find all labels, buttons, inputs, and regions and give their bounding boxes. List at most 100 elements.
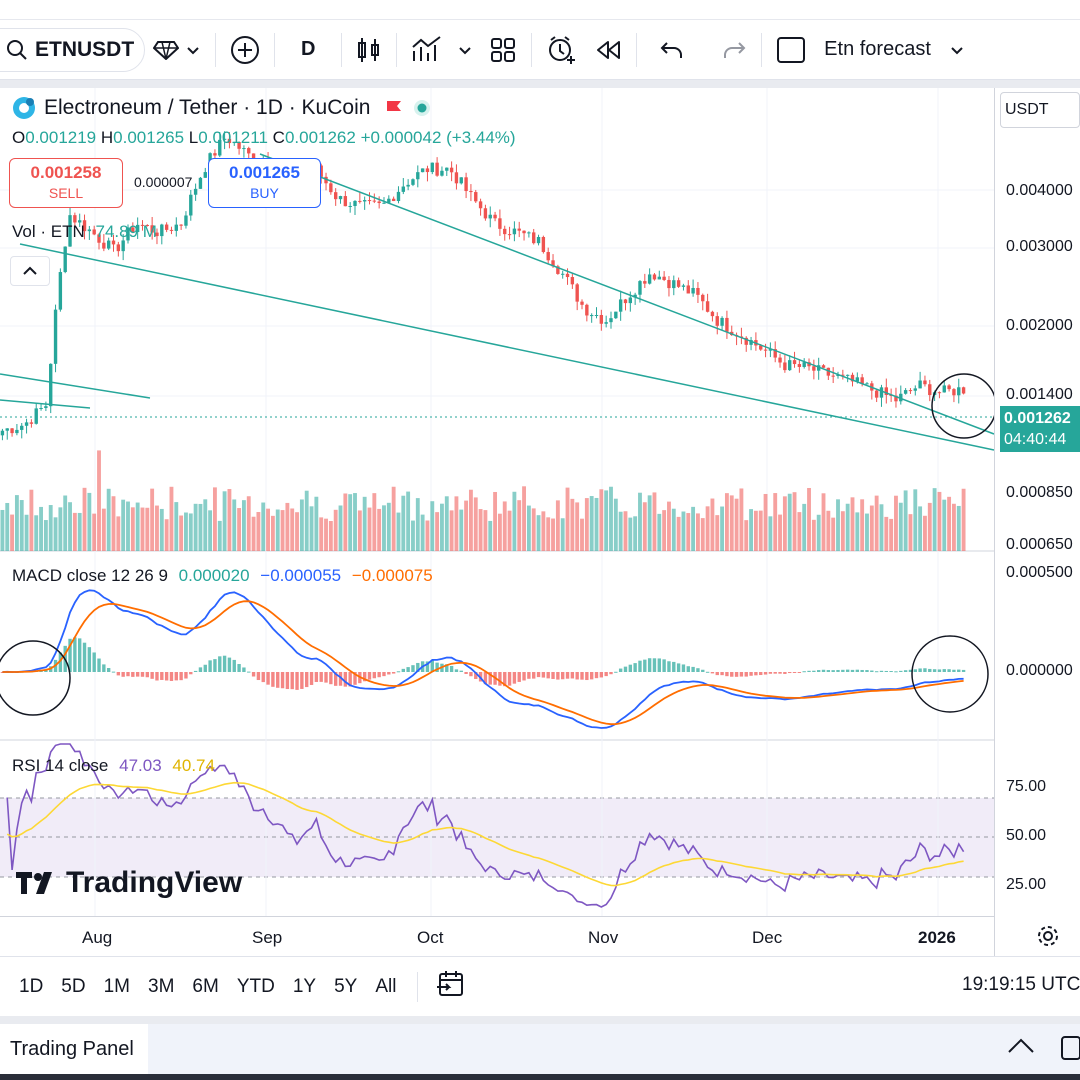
lower-trendline[interactable] <box>19 243 995 451</box>
add-symbol-button[interactable] <box>222 28 268 72</box>
candle-body <box>39 407 43 409</box>
macd-histogram-bar <box>102 664 106 672</box>
volume-bar <box>497 513 502 551</box>
candle-body <box>874 390 879 398</box>
go-to-date-button[interactable] <box>430 970 472 1003</box>
tradingview-logo-icon <box>16 872 52 894</box>
interval-button[interactable]: D <box>300 38 316 60</box>
range-ytd-button[interactable]: YTD <box>236 975 275 997</box>
chart-canvas[interactable] <box>0 88 1080 956</box>
candle-body <box>618 299 623 312</box>
redo-button[interactable] <box>713 28 755 72</box>
macd-histogram-bar <box>227 657 232 672</box>
range-5y-button[interactable]: 5Y <box>334 975 358 997</box>
indicators-button[interactable] <box>403 28 481 72</box>
macd-histogram-bar <box>532 672 536 679</box>
macd-histogram-bar <box>469 672 473 677</box>
candle-body <box>604 322 608 324</box>
currency-selector[interactable]: USDT <box>1000 92 1080 128</box>
chart-area[interactable] <box>0 88 1080 956</box>
price-label: 0.001400 <box>1006 386 1073 403</box>
open-value: 0.001219 <box>25 128 97 147</box>
volume-legend[interactable]: Vol · ETN 74.89 M <box>12 222 157 242</box>
annotation-circle-price[interactable] <box>931 373 997 439</box>
price-label: 0.004000 <box>1006 182 1073 199</box>
maximize-panel-button[interactable] <box>1058 1034 1080 1069</box>
volume-bar <box>918 506 923 551</box>
volume-bar <box>116 516 121 551</box>
volume-bar <box>275 509 280 551</box>
candle-body <box>850 374 855 382</box>
range-3m-button[interactable]: 3M <box>148 975 175 997</box>
macd-histogram-bar <box>367 672 372 680</box>
chart-legend-title[interactable]: Electroneum / Tether · 1D · KuCoin <box>12 96 432 120</box>
volume-bar <box>956 505 961 551</box>
volume-bar <box>164 519 169 551</box>
volume-bar <box>130 507 135 551</box>
macd-histogram-bar <box>435 662 439 672</box>
layout-menu-button[interactable]: Etn forecast <box>768 28 973 72</box>
chevron-down-icon <box>951 46 963 54</box>
macd-histogram-bar <box>372 672 377 679</box>
range-5d-button[interactable]: 5D <box>61 975 86 997</box>
templates-button[interactable] <box>481 28 525 72</box>
macd-histogram-bar <box>396 671 401 673</box>
macd-histogram-bar <box>164 672 169 681</box>
old-trendline-upper[interactable] <box>0 373 151 399</box>
flag-icon[interactable] <box>384 98 404 118</box>
volume-bar <box>155 505 159 551</box>
candle-body <box>406 184 410 187</box>
candle-body <box>623 299 628 304</box>
candle-body <box>324 176 328 184</box>
compare-button[interactable] <box>145 28 209 72</box>
volume-bar <box>580 518 584 551</box>
macd-histogram-bar <box>68 638 72 672</box>
macd-histogram-bar <box>87 647 92 672</box>
trading-panel-tab[interactable]: Trading Panel <box>0 1024 148 1074</box>
undo-button[interactable] <box>651 28 693 72</box>
candle-body <box>783 362 787 371</box>
candle-body <box>44 406 48 408</box>
chart-type-button[interactable] <box>348 28 390 72</box>
annotation-circle-macd-left[interactable] <box>0 640 71 716</box>
candle-body <box>580 301 584 305</box>
volume-bar <box>367 507 372 551</box>
volume-bar <box>700 518 705 551</box>
range-6m-button[interactable]: 6M <box>192 975 219 997</box>
upper-trendline[interactable] <box>259 153 995 435</box>
collapse-legend-button[interactable] <box>10 256 50 286</box>
candle-body <box>594 314 599 316</box>
old-trendline-lower[interactable] <box>0 399 91 409</box>
macd-legend[interactable]: MACD close 12 26 9 0.000020 −0.000055 −0… <box>12 566 433 586</box>
sell-button[interactable]: 0.001258 SELL <box>9 158 123 208</box>
macd-histogram-bar <box>759 672 763 676</box>
volume-bar <box>802 503 807 551</box>
buy-button[interactable]: 0.001265 BUY <box>208 158 321 208</box>
candle-body <box>556 266 560 274</box>
candle-body <box>845 374 850 376</box>
alert-button[interactable] <box>538 28 586 72</box>
candle-body <box>860 377 864 385</box>
replay-button[interactable] <box>586 28 630 72</box>
range-1m-button[interactable]: 1M <box>103 975 130 997</box>
symbol-search-button[interactable]: ETNUSDT <box>0 27 146 72</box>
range-1y-button[interactable]: 1Y <box>292 975 317 997</box>
annotation-circle-macd-right[interactable] <box>911 635 989 713</box>
expand-panel-button[interactable] <box>1006 1036 1036 1061</box>
rsi-legend[interactable]: RSI 14 close 47.03 40.74 <box>12 756 215 776</box>
time-axis[interactable] <box>0 916 994 956</box>
volume-bar <box>295 512 299 551</box>
volume-bar <box>860 499 865 551</box>
macd-value: −0.000055 <box>260 566 342 585</box>
volume-bar <box>377 508 382 551</box>
chart-settings-button[interactable] <box>1036 924 1060 953</box>
range-all-button[interactable]: All <box>375 975 397 997</box>
macd-histogram-bar <box>488 672 492 685</box>
candle-body <box>788 360 792 371</box>
price-axis[interactable] <box>994 88 1080 956</box>
utc-clock[interactable]: 19:19:15 UTC <box>962 974 1080 995</box>
candle-body <box>343 196 348 207</box>
range-1d-button[interactable]: 1D <box>19 975 44 997</box>
layout-square-icon <box>777 36 806 63</box>
volume-bar <box>193 503 198 551</box>
